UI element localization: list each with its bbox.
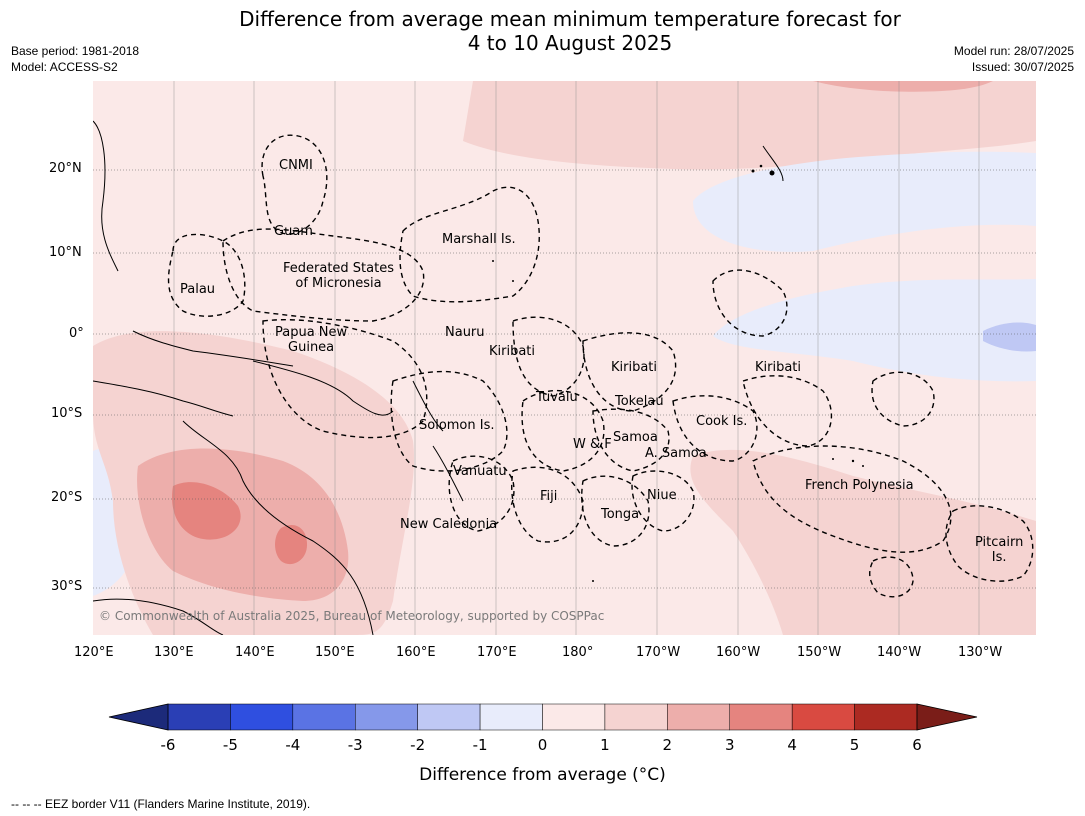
lon-140e: 140°E bbox=[235, 645, 275, 660]
colorbar-bin bbox=[604, 703, 668, 731]
anomaly-3-4-east bbox=[275, 524, 308, 565]
anomaly-1-2-southeast bbox=[690, 449, 1036, 635]
colorbar-bin bbox=[791, 703, 855, 731]
title-line-2: 4 to 10 August 2025 bbox=[467, 31, 673, 55]
label-vanuatu: Vanuatu bbox=[453, 464, 507, 479]
label-tokelau: Tokelau bbox=[615, 394, 664, 409]
label-guam: Guam bbox=[274, 224, 313, 239]
colorbar-tick: -5 bbox=[222, 736, 238, 754]
anomaly-2-3-north bbox=[813, 81, 993, 92]
label-nauru: Nauru bbox=[445, 325, 485, 340]
model-run: Model run: 28/07/2025 bbox=[953, 44, 1074, 58]
label-tonga: Tonga bbox=[601, 507, 640, 522]
coastlines bbox=[93, 120, 784, 635]
label-palau: Palau bbox=[180, 282, 216, 297]
anomaly-neg1-0-north bbox=[693, 151, 1036, 252]
colorbar-bin bbox=[667, 703, 730, 731]
colorbar-bin bbox=[854, 703, 918, 731]
model-name: Model: ACCESS-S2 bbox=[11, 60, 118, 74]
colorbar-tick: -2 bbox=[410, 736, 426, 754]
colorbar-extend-low bbox=[108, 703, 169, 731]
label-kiribati-west: Kiribati bbox=[489, 344, 536, 359]
islands bbox=[492, 164, 864, 582]
lon-130w: 130°W bbox=[958, 645, 1003, 660]
label-kiribati-east: Kiribati bbox=[755, 360, 802, 375]
label-marshall-is: Marshall Is. bbox=[442, 232, 516, 247]
colorbar-tick: 0 bbox=[537, 736, 548, 754]
colorbar-tick: 5 bbox=[849, 736, 860, 754]
lat-10n: 10°N bbox=[49, 245, 82, 260]
lon-160w: 160°W bbox=[716, 645, 761, 660]
forecast-map: CNMI Guam Palau Federated States of Micr… bbox=[93, 81, 1036, 635]
lat-0: 0° bbox=[69, 326, 84, 341]
colorbar-bin bbox=[729, 703, 793, 731]
label-niue: Niue bbox=[647, 488, 677, 503]
meta-left: Base period: 1981-2018 Model: ACCESS-S2 bbox=[11, 43, 139, 75]
colorbar-extend-high bbox=[916, 703, 978, 731]
lat-20s: 20°S bbox=[51, 490, 83, 505]
colorbar-tick: 2 bbox=[662, 736, 673, 754]
colorbar-tick: 3 bbox=[724, 736, 735, 754]
anomaly-1-2-north bbox=[463, 81, 1036, 170]
label-fiji: Fiji bbox=[540, 489, 558, 504]
title-line-1: Difference from average mean minimum tem… bbox=[239, 7, 901, 31]
label-cnmi: CNMI bbox=[279, 158, 313, 173]
issued-date: Issued: 30/07/2025 bbox=[971, 60, 1074, 74]
base-period: Base period: 1981-2018 bbox=[11, 44, 140, 58]
label-tuvalu: Tuvalu bbox=[536, 390, 578, 405]
lon-180: 180° bbox=[562, 645, 594, 660]
colorbar-title: Difference from average (°C) bbox=[419, 765, 666, 785]
map-title: Difference from average mean minimum tem… bbox=[0, 7, 1085, 55]
colorbar-bin bbox=[292, 703, 356, 731]
lat-20n: 20°N bbox=[49, 161, 82, 176]
colorbar-tick: 4 bbox=[787, 736, 797, 754]
label-pitcairn-is: Pitcairn Is. bbox=[975, 535, 1024, 565]
lon-130e: 130°E bbox=[154, 645, 194, 660]
eez-legend: -- -- -- EEZ border V11 (Flanders Marine… bbox=[11, 797, 311, 811]
colorbar-tick: -1 bbox=[472, 736, 488, 754]
anomaly-3-4-west bbox=[172, 482, 241, 540]
label-solomon-is: Solomon Is. bbox=[419, 418, 495, 433]
lon-120e: 120°E bbox=[74, 645, 114, 660]
lon-160e: 160°E bbox=[396, 645, 436, 660]
colorbar-tick: -3 bbox=[347, 736, 363, 754]
label-new-caledonia: New Caledonia bbox=[400, 517, 498, 532]
lon-140w: 140°W bbox=[877, 645, 922, 660]
colorbar-tick: 1 bbox=[600, 736, 610, 754]
colorbar-tick: -6 bbox=[160, 736, 176, 754]
colorbar-bin bbox=[167, 703, 231, 731]
colorbar-bin bbox=[542, 703, 606, 731]
anomaly-neg2-1-equator bbox=[983, 322, 1036, 352]
lat-30s: 30°S bbox=[51, 579, 83, 594]
label-cook-is: Cook Is. bbox=[696, 414, 748, 429]
grid-longitudes bbox=[173, 81, 980, 635]
colorbar-tick: 6 bbox=[912, 736, 922, 754]
lon-170e: 170°E bbox=[477, 645, 517, 660]
colorbar bbox=[108, 703, 978, 731]
lon-170w: 170°W bbox=[636, 645, 681, 660]
eez-borders bbox=[167, 134, 1034, 598]
grid-latitudes bbox=[93, 169, 1036, 589]
label-png: Papua New Guinea bbox=[275, 325, 348, 355]
map-canvas bbox=[93, 81, 1036, 635]
colorbar-bin bbox=[230, 703, 294, 731]
label-kiribati-central: Kiribati bbox=[611, 360, 658, 375]
meta-right: Model run: 28/07/2025 Issued: 30/07/2025 bbox=[954, 43, 1074, 75]
label-american-samoa: A. Samoa bbox=[645, 446, 707, 461]
copyright-notice: © Commonwealth of Australia 2025, Bureau… bbox=[99, 609, 605, 623]
colorbar-bin bbox=[417, 703, 481, 731]
colorbar-bin bbox=[355, 703, 418, 731]
lat-10s: 10°S bbox=[51, 406, 83, 421]
anomaly-neg1-0-equator bbox=[713, 279, 1036, 382]
lon-150w: 150°W bbox=[797, 645, 842, 660]
colorbar-tick: -4 bbox=[285, 736, 301, 754]
colorbar-bin bbox=[479, 703, 543, 731]
label-micronesia: Federated States of Micronesia bbox=[283, 261, 394, 291]
label-wallis-futuna: W & F bbox=[573, 437, 612, 452]
label-french-polynesia: French Polynesia bbox=[805, 478, 914, 493]
label-samoa: Samoa bbox=[613, 430, 658, 445]
lon-150e: 150°E bbox=[315, 645, 355, 660]
